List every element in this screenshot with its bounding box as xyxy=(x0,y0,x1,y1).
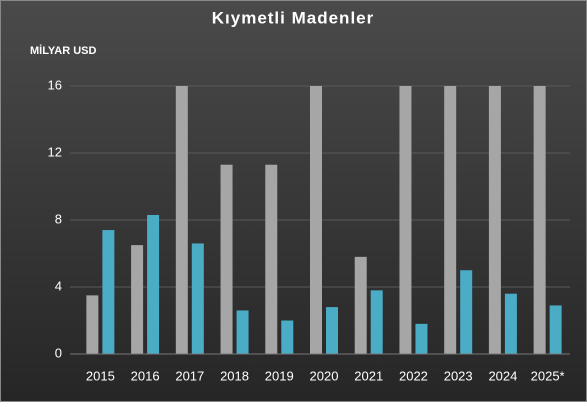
bar xyxy=(265,164,278,354)
x-tick-label: 2024 xyxy=(488,368,517,383)
bar xyxy=(281,320,294,354)
bar xyxy=(488,86,501,354)
bar xyxy=(175,86,188,354)
bar xyxy=(504,293,517,354)
bar xyxy=(326,307,338,354)
x-tick-label: 2018 xyxy=(220,368,249,383)
y-tick-label: 12 xyxy=(48,144,62,159)
x-tick-label: 2016 xyxy=(131,368,160,383)
x-tick-label: 2021 xyxy=(354,368,383,383)
bar xyxy=(399,86,412,354)
bar xyxy=(370,290,383,354)
x-tick-label: 2017 xyxy=(175,368,204,383)
bar xyxy=(102,230,115,354)
chart-title: Kıymetli Madenler xyxy=(212,8,375,27)
bar xyxy=(86,295,99,354)
bar xyxy=(236,310,249,354)
x-tick-label: 2025* xyxy=(531,368,565,383)
y-tick-label: 0 xyxy=(55,345,62,360)
y-tick-label: 16 xyxy=(48,77,62,92)
y-axis-label: MİLYAR USD xyxy=(30,44,96,57)
bar xyxy=(533,86,546,354)
bar xyxy=(460,270,473,354)
y-tick-label: 8 xyxy=(55,211,62,226)
bar xyxy=(444,86,457,354)
x-tick-label: 2022 xyxy=(399,368,428,383)
x-tick-label: 2020 xyxy=(310,368,339,383)
bar xyxy=(354,256,367,354)
bar xyxy=(131,245,144,354)
bar xyxy=(220,164,233,354)
x-tick-label: 2023 xyxy=(444,368,473,383)
bar xyxy=(147,214,160,354)
bar xyxy=(549,305,562,354)
bars xyxy=(86,86,562,354)
x-tick-label: 2015 xyxy=(86,368,115,383)
bar xyxy=(415,323,428,354)
y-tick-label: 4 xyxy=(55,278,62,293)
bar xyxy=(310,86,322,354)
x-tick-label: 2019 xyxy=(265,368,294,383)
bar xyxy=(191,243,204,354)
